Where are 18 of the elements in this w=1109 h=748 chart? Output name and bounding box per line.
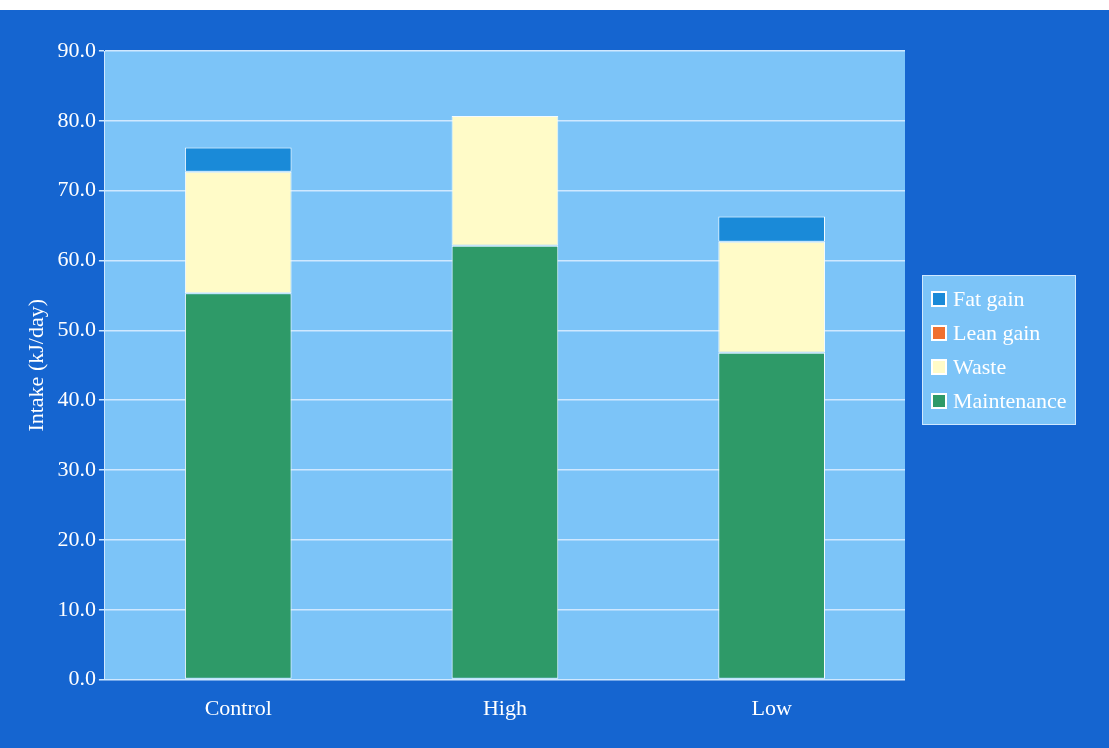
y-tick-label: 90.0 [57, 36, 96, 62]
y-tick-label: 80.0 [57, 106, 96, 132]
x-tick-label: Control [204, 694, 272, 720]
y-tick-label: 70.0 [57, 176, 96, 202]
legend-label: Lean gain [953, 320, 1041, 346]
y-tick-label: 60.0 [57, 246, 96, 272]
x-tick-label: High [482, 694, 527, 720]
y-tick-label: 10.0 [57, 595, 96, 621]
legend-label: Waste [953, 354, 1007, 380]
legend-label: Maintenance [953, 388, 1067, 414]
y-axis-title: Intake (kJ/day) [22, 299, 48, 432]
x-tick-label: Low [751, 694, 792, 720]
y-tick-label: 30.0 [57, 455, 96, 481]
y-tick-label: 0.0 [68, 665, 96, 691]
y-tick-label: 40.0 [57, 386, 96, 411]
y-tick-label: 20.0 [57, 525, 96, 551]
y-tick-label: 50.0 [57, 316, 96, 342]
legend-label: Fat gain [953, 286, 1025, 312]
